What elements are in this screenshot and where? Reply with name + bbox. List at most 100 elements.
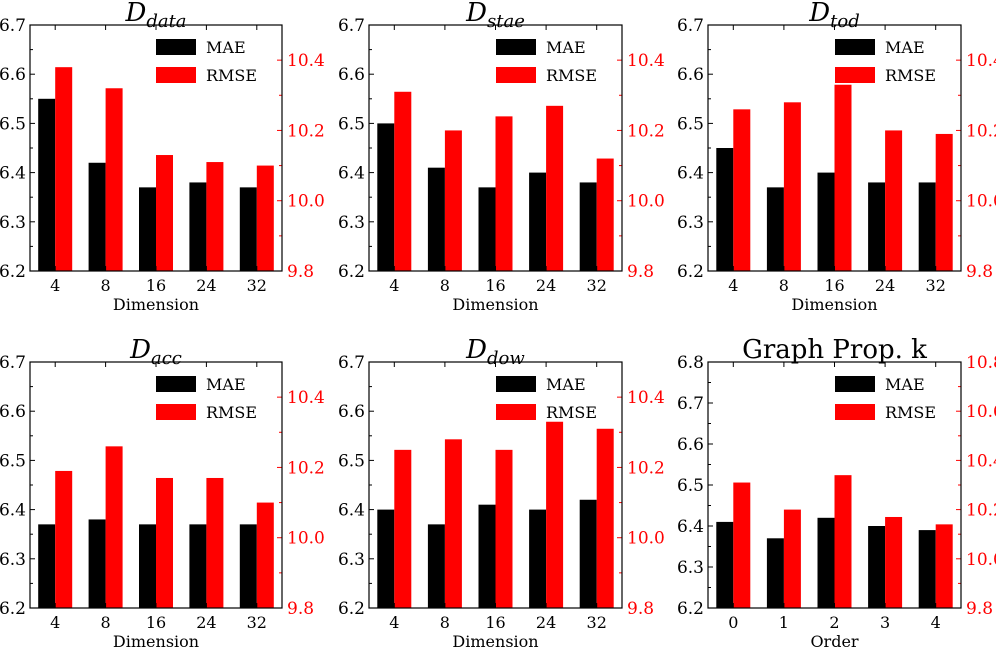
bar-mae-24 [189, 182, 207, 271]
y-left-tick-label: 6.6 [0, 402, 26, 422]
bar-rmse-32 [596, 158, 614, 271]
bar-rmse-4 [935, 524, 953, 608]
legend-label-mae: MAE [885, 38, 925, 57]
y-right-tick-label: 10.4 [287, 51, 325, 71]
y-left-tick-label: 6.3 [338, 213, 365, 233]
plot-frame [368, 24, 623, 272]
bar-mae-24 [189, 524, 207, 608]
y-left-tick-label: 6.7 [677, 16, 704, 36]
y-right-tick-label: 9.8 [627, 599, 654, 619]
bar-rmse-16 [495, 116, 513, 271]
plot-frame [707, 24, 962, 272]
legend-swatch-mae [496, 376, 536, 392]
legend-swatch-rmse [156, 67, 196, 83]
y-left-tick-label: 6.6 [338, 65, 365, 85]
bar-mae-8 [766, 187, 784, 271]
y-left-tick-label: 6.4 [0, 501, 26, 521]
chart-panel-4: 4 8 16 24 32 6.2 6.3 6.4 6.5 6.6 6.7 9.8 10.0 10.2 10.… [338, 335, 665, 650]
x-tick-label: 24 [536, 276, 556, 295]
bar-rmse-8 [444, 130, 462, 271]
x-tick-label: 24 [196, 613, 216, 632]
x-tick-label: 3 [880, 613, 890, 632]
legend-swatch-mae [496, 39, 536, 55]
y-left-tick-label: 6.4 [0, 164, 26, 184]
y-left-tick-label: 6.8 [677, 353, 704, 373]
legend-label-mae: MAE [885, 375, 925, 394]
y-left-tick-label: 6.2 [338, 599, 365, 619]
bar-rmse-1 [783, 509, 801, 608]
y-right-tick-label: 10.2 [966, 121, 996, 141]
bar-rmse-4 [394, 91, 412, 272]
bar-rmse-24 [546, 421, 564, 608]
bar-mae-8 [427, 167, 445, 271]
y-left-tick-label: 6.6 [677, 435, 704, 455]
x-tick-label: 2 [829, 613, 839, 632]
bar-rmse-16 [156, 155, 173, 271]
y-right-tick-label: 9.8 [627, 262, 654, 282]
legend-swatch-rmse [496, 404, 536, 420]
bar-mae-16 [139, 524, 156, 608]
bar-rmse-4 [55, 67, 73, 272]
bar-mae-4 [38, 98, 56, 271]
chart-panel-0: 4 8 16 24 32 6.2 6.3 6.4 6.5 6.6 6.7 9.8 10.0 10.2 10.… [0, 0, 325, 314]
bar-mae-8 [427, 524, 445, 608]
y-left-tick-label: 6.4 [338, 501, 365, 521]
legend-label-mae: MAE [546, 375, 586, 394]
x-tick-label: 16 [485, 613, 505, 632]
x-tick-label: 0 [728, 613, 738, 632]
legend-label-rmse: RMSE [546, 403, 597, 422]
chart-title: Ddata [124, 0, 186, 32]
bar-rmse-32 [256, 502, 274, 608]
bar-rmse-8 [783, 102, 801, 271]
y-left-tick-label: 6.7 [0, 16, 26, 36]
bar-rmse-4 [733, 109, 751, 271]
plot-frame [707, 361, 962, 609]
x-tick-label: 24 [536, 613, 556, 632]
bar-mae-8 [88, 162, 106, 271]
x-tick-label: 24 [875, 276, 895, 295]
x-tick-label: 8 [101, 613, 111, 632]
x-tick-label: 4 [389, 613, 399, 632]
y-right-tick-label: 10.0 [966, 192, 996, 212]
bar-rmse-16 [156, 477, 173, 608]
y-right-tick-label: 10.2 [966, 501, 996, 521]
x-tick-label: 4 [50, 276, 60, 295]
bar-rmse-2 [834, 475, 852, 608]
y-right-tick-label: 10.4 [966, 451, 996, 471]
y-right-tick-label: 10.6 [966, 402, 996, 422]
bar-rmse-24 [206, 162, 224, 271]
bar-mae-4 [38, 524, 56, 608]
x-axis-label: Dimension [113, 632, 199, 650]
legend-swatch-rmse [156, 404, 196, 420]
y-right-tick-label: 10.0 [966, 550, 996, 570]
y-right-tick-label: 9.8 [287, 262, 314, 282]
bar-mae-3 [868, 526, 886, 608]
y-left-tick-label: 6.5 [338, 451, 365, 471]
legend-swatch-mae [156, 376, 196, 392]
bar-rmse-24 [885, 130, 903, 271]
bar-mae-32 [918, 182, 936, 271]
chart-title: Dtod [808, 0, 859, 32]
x-tick-label: 32 [926, 276, 946, 295]
y-right-tick-label: 10.2 [287, 121, 325, 141]
bar-mae-24 [529, 509, 547, 608]
bar-mae-4 [918, 530, 936, 608]
x-tick-label: 8 [779, 276, 789, 295]
legend-swatch-rmse [835, 67, 875, 83]
x-tick-label: 16 [485, 276, 505, 295]
y-left-tick-label: 6.2 [677, 262, 704, 282]
legend-label-rmse: RMSE [546, 66, 597, 85]
bar-rmse-32 [596, 428, 614, 608]
y-left-tick-label: 6.6 [338, 402, 365, 422]
bar-rmse-4 [394, 449, 412, 608]
bar-mae-0 [716, 521, 734, 608]
y-left-tick-label: 6.5 [677, 476, 704, 496]
chart-panel-3: 4 8 16 24 32 6.2 6.3 6.4 6.5 6.6 6.7 9.8 10.0 10.2 10.… [0, 335, 325, 650]
bar-rmse-24 [546, 105, 564, 271]
x-axis-label: Order [810, 632, 858, 650]
x-tick-label: 24 [196, 276, 216, 295]
x-tick-label: 16 [146, 613, 166, 632]
y-right-tick-label: 9.8 [287, 599, 314, 619]
y-left-tick-label: 6.6 [677, 65, 704, 85]
